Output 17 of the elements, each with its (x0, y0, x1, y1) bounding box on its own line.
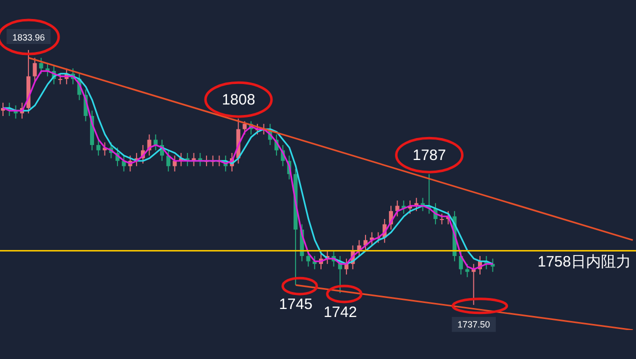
candlestick (58, 73, 62, 85)
candlestick (242, 120, 247, 135)
ref-line-label: 1758日内阻力 (538, 253, 631, 270)
annotation: 1808 (222, 92, 256, 109)
candlestick (32, 57, 37, 82)
annotation: 1745 (279, 296, 312, 314)
candlestick (39, 57, 44, 74)
annotation: 1833.96 (12, 32, 45, 42)
annotation: 1787 (412, 147, 446, 164)
candlestick (472, 263, 476, 306)
candlestick (96, 139, 100, 156)
candlestick (154, 134, 158, 151)
annotation: 1742 (324, 304, 357, 321)
annotation: 1737.50 (458, 319, 490, 330)
candlestick (306, 250, 310, 268)
candlestick (465, 263, 470, 278)
candlestick (440, 213, 444, 225)
